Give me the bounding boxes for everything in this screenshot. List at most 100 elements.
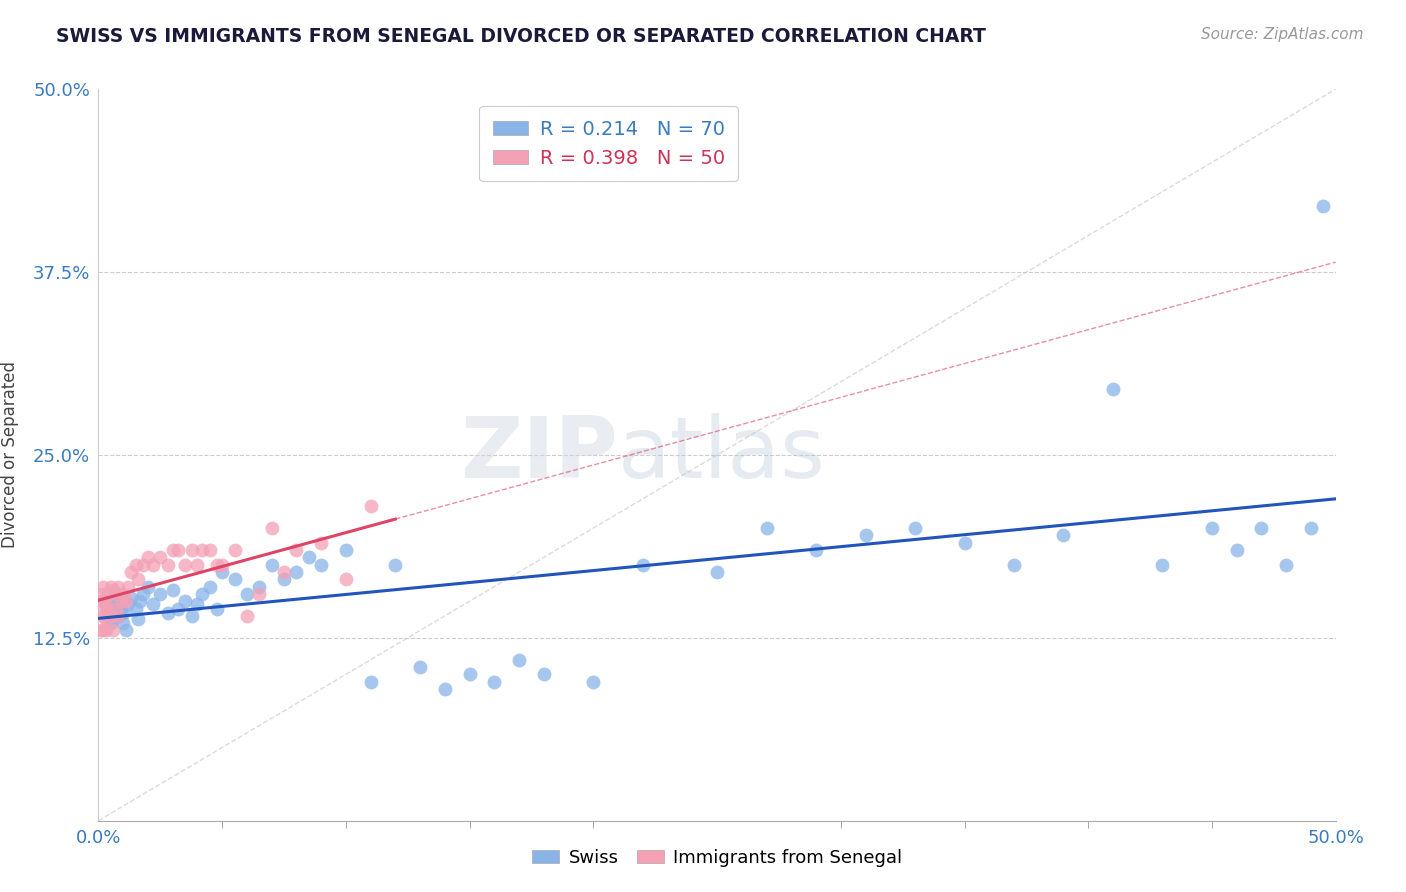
Point [103, 624, 125, 638]
Point [103, 601, 125, 615]
Point [104, 601, 127, 615]
Point [1052, 528, 1074, 542]
Text: ZIP: ZIP [460, 413, 619, 497]
Point [136, 580, 159, 594]
Point [117, 580, 139, 594]
Point [100, 616, 122, 631]
Point [904, 521, 927, 535]
Point [97, 601, 120, 615]
Point [156, 606, 179, 620]
Point [181, 608, 204, 623]
Text: Source: ZipAtlas.com: Source: ZipAtlas.com [1201, 27, 1364, 42]
Point [127, 572, 149, 586]
Point [162, 582, 184, 597]
Point [142, 558, 165, 572]
Point [166, 601, 188, 615]
Point [136, 550, 159, 565]
Point [1275, 558, 1298, 572]
Point [110, 601, 132, 615]
Point [114, 624, 136, 638]
Point [224, 572, 246, 586]
Point [198, 543, 221, 558]
Point [100, 608, 122, 623]
Point [110, 594, 132, 608]
Point [94, 624, 117, 638]
Point [433, 681, 456, 696]
Point [90, 624, 112, 638]
Point [107, 580, 129, 594]
Point [1312, 199, 1334, 213]
Point [804, 543, 827, 558]
Point [236, 587, 259, 601]
Point [93, 580, 115, 594]
Point [191, 543, 214, 558]
Point [112, 587, 135, 601]
Point [181, 543, 204, 558]
Legend: Swiss, Immigrants from Senegal: Swiss, Immigrants from Senegal [524, 842, 910, 874]
Point [127, 612, 149, 626]
Point [1201, 521, 1223, 535]
Point [156, 558, 179, 572]
Point [205, 601, 228, 615]
Point [309, 535, 332, 549]
Point [273, 572, 295, 586]
Point [93, 594, 115, 608]
Point [260, 558, 283, 572]
Point [211, 565, 233, 579]
Point [174, 558, 197, 572]
Point [1102, 382, 1125, 396]
Point [855, 528, 877, 542]
Text: SWISS VS IMMIGRANTS FROM SENEGAL DIVORCED OR SEPARATED CORRELATION CHART: SWISS VS IMMIGRANTS FROM SENEGAL DIVORCE… [56, 27, 986, 45]
Point [174, 594, 197, 608]
Point [120, 591, 142, 606]
Text: atlas: atlas [619, 413, 827, 497]
Point [186, 597, 208, 611]
Point [224, 543, 246, 558]
Point [247, 587, 270, 601]
Point [93, 608, 115, 623]
Point [298, 550, 321, 565]
Point [132, 558, 155, 572]
Point [124, 558, 146, 572]
Point [309, 558, 332, 572]
Point [458, 667, 481, 681]
Point [360, 674, 382, 689]
Point [94, 612, 117, 626]
Point [90, 587, 112, 601]
Point [247, 580, 270, 594]
Point [142, 597, 165, 611]
Point [129, 594, 152, 608]
Point [186, 558, 208, 572]
Point [484, 674, 506, 689]
Point [582, 674, 605, 689]
Point [124, 601, 146, 615]
Point [104, 594, 127, 608]
Point [107, 608, 129, 623]
Point [112, 606, 135, 620]
Point [198, 580, 221, 594]
Point [100, 597, 122, 611]
Point [260, 521, 283, 535]
Point [120, 565, 142, 579]
Point [132, 587, 155, 601]
Point [953, 535, 976, 549]
Point [93, 594, 115, 608]
Legend: R = 0.214   N = 70, R = 0.398   N = 50: R = 0.214 N = 70, R = 0.398 N = 50 [479, 106, 738, 181]
Point [94, 597, 117, 611]
Point [191, 587, 214, 601]
Point [104, 587, 127, 601]
Point [149, 587, 172, 601]
Point [335, 543, 357, 558]
Point [117, 597, 139, 611]
Point [149, 550, 172, 565]
Point [1299, 521, 1322, 535]
Point [755, 521, 778, 535]
Point [112, 616, 135, 631]
Point [409, 660, 432, 674]
Point [100, 580, 122, 594]
Point [285, 543, 308, 558]
Point [1250, 521, 1272, 535]
Point [1226, 543, 1249, 558]
Point [162, 543, 184, 558]
Point [335, 572, 357, 586]
